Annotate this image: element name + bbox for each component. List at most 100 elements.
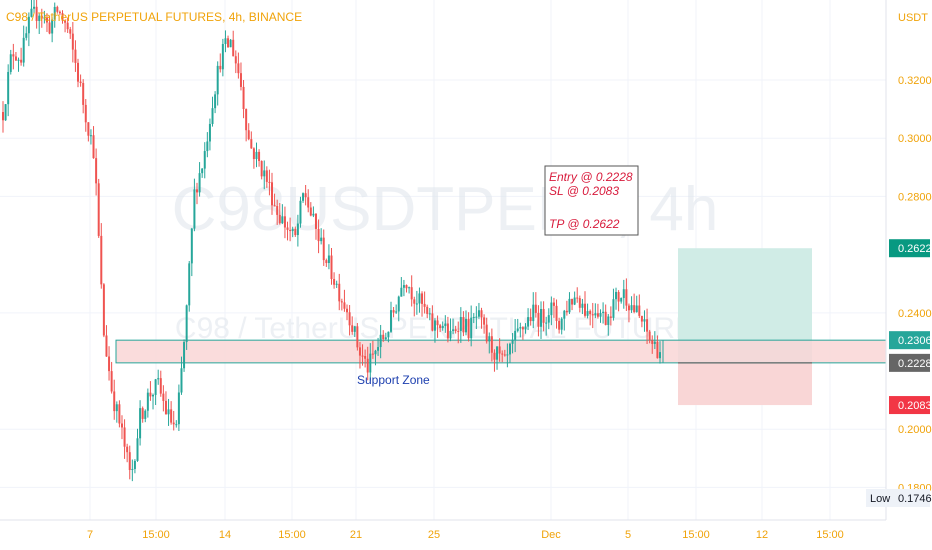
candle[interactable]	[446, 316, 449, 343]
candle[interactable]	[170, 401, 173, 425]
candle[interactable]	[428, 308, 431, 321]
candle[interactable]	[550, 296, 553, 326]
candle[interactable]	[477, 302, 480, 319]
loss-zone[interactable]	[678, 362, 812, 406]
candle[interactable]	[387, 331, 390, 343]
candle[interactable]	[640, 315, 643, 328]
candle[interactable]	[586, 303, 589, 319]
candle[interactable]	[221, 38, 224, 77]
candle[interactable]	[358, 341, 361, 369]
candle[interactable]	[571, 298, 574, 311]
candle[interactable]	[449, 318, 452, 342]
candle[interactable]	[167, 398, 170, 426]
candle[interactable]	[56, 5, 59, 14]
candle[interactable]	[599, 309, 602, 323]
candle[interactable]	[475, 306, 478, 330]
candle[interactable]	[208, 118, 211, 151]
candle[interactable]	[330, 248, 333, 285]
candle[interactable]	[247, 123, 250, 141]
candle[interactable]	[154, 378, 157, 405]
candle[interactable]	[100, 223, 103, 289]
candle[interactable]	[193, 178, 196, 232]
candle[interactable]	[547, 308, 550, 330]
candle[interactable]	[594, 303, 597, 319]
candle[interactable]	[294, 226, 297, 237]
candle[interactable]	[410, 275, 413, 307]
candle[interactable]	[402, 279, 405, 297]
candle[interactable]	[379, 324, 382, 359]
candle[interactable]	[418, 287, 421, 313]
candle[interactable]	[144, 409, 147, 423]
candle[interactable]	[286, 221, 289, 241]
candle[interactable]	[115, 401, 118, 423]
candle[interactable]	[89, 129, 92, 145]
candle[interactable]	[421, 291, 424, 317]
candle[interactable]	[351, 316, 354, 335]
candle[interactable]	[242, 80, 245, 119]
candle[interactable]	[441, 321, 444, 331]
candle[interactable]	[656, 335, 659, 359]
candle[interactable]	[436, 315, 439, 338]
candle[interactable]	[118, 400, 121, 428]
candle[interactable]	[276, 199, 279, 225]
candle[interactable]	[320, 228, 323, 245]
candle[interactable]	[162, 385, 165, 412]
candle[interactable]	[635, 295, 638, 313]
candle[interactable]	[224, 30, 227, 53]
candle[interactable]	[206, 132, 209, 158]
candle[interactable]	[113, 379, 116, 420]
candle[interactable]	[514, 318, 517, 353]
trade-annotation-box[interactable]: Entry @ 0.2228 SL @ 0.2083 TP @ 0.2622	[544, 165, 639, 236]
candle[interactable]	[185, 304, 188, 350]
candle[interactable]	[490, 328, 493, 362]
candle[interactable]	[260, 160, 263, 180]
candle[interactable]	[278, 202, 281, 225]
candle[interactable]	[265, 166, 268, 188]
candle[interactable]	[296, 214, 299, 247]
candle[interactable]	[508, 342, 511, 364]
candle[interactable]	[30, 0, 33, 18]
candle[interactable]	[462, 311, 465, 337]
candle[interactable]	[470, 305, 473, 347]
candle[interactable]	[333, 272, 336, 289]
candle[interactable]	[304, 184, 307, 206]
candle[interactable]	[9, 49, 12, 75]
candle[interactable]	[627, 303, 630, 323]
candle[interactable]	[159, 370, 162, 397]
candle[interactable]	[452, 318, 455, 335]
candle[interactable]	[291, 226, 294, 238]
candle[interactable]	[444, 315, 447, 333]
candle[interactable]	[405, 284, 408, 293]
candle[interactable]	[454, 325, 457, 334]
candle[interactable]	[139, 400, 142, 446]
candle[interactable]	[43, 10, 46, 24]
candle[interactable]	[227, 35, 230, 48]
candle[interactable]	[149, 381, 152, 401]
price-axis[interactable]: USDT 0.32000.30000.28000.24000.20000.180…	[866, 0, 932, 520]
candle[interactable]	[268, 169, 271, 196]
candle[interactable]	[258, 149, 261, 167]
candle[interactable]	[40, 8, 43, 28]
candle[interactable]	[371, 340, 374, 359]
candle[interactable]	[413, 296, 416, 317]
candle[interactable]	[485, 317, 488, 344]
candle[interactable]	[48, 15, 51, 35]
candle[interactable]	[459, 307, 462, 343]
candle[interactable]	[309, 202, 312, 217]
candle[interactable]	[92, 126, 95, 159]
candle[interactable]	[229, 38, 232, 48]
candle[interactable]	[4, 104, 7, 121]
candle[interactable]	[74, 40, 77, 72]
candle[interactable]	[392, 307, 395, 318]
candle[interactable]	[583, 291, 586, 318]
candle[interactable]	[87, 122, 90, 142]
candle[interactable]	[95, 148, 98, 196]
candle[interactable]	[384, 332, 387, 341]
candle[interactable]	[343, 289, 346, 312]
candle[interactable]	[203, 142, 206, 179]
candle[interactable]	[488, 332, 491, 354]
candle[interactable]	[126, 443, 129, 463]
candle[interactable]	[534, 292, 537, 318]
candle[interactable]	[175, 420, 178, 428]
